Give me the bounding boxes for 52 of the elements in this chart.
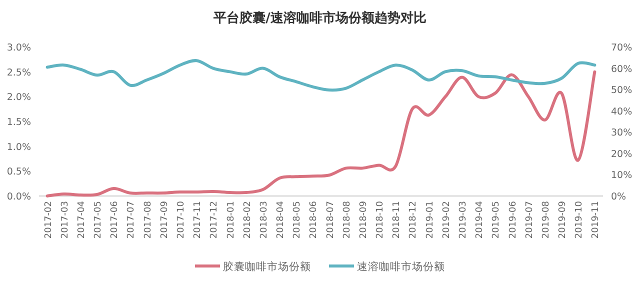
x-tick-label: 2019-05 bbox=[492, 201, 502, 239]
y-tick-label: 0.5% bbox=[6, 166, 31, 178]
x-tick-label: 2019-11 bbox=[591, 201, 602, 239]
y-tick-label: 2.0% bbox=[6, 92, 31, 104]
x-tick-label: 2018-08 bbox=[342, 200, 352, 239]
x-tick-label: 2017-12 bbox=[210, 201, 220, 239]
x-tick-label: 2018-02 bbox=[242, 201, 253, 239]
x-tick-label: 2019-03 bbox=[458, 201, 468, 239]
y-tick-label: 1.0% bbox=[6, 142, 31, 153]
x-tick-label: 2017-06 bbox=[110, 200, 120, 239]
x-tick-label: 2018-03 bbox=[259, 201, 270, 239]
x-tick-label: 2019-02 bbox=[442, 201, 452, 239]
x-tick-label: 2017-07 bbox=[126, 201, 137, 239]
y2-tick-label: 70% bbox=[611, 42, 632, 54]
x-tick-label: 2017-02 bbox=[44, 201, 54, 239]
x-tick-label: 2017-04 bbox=[76, 200, 87, 239]
x-tick-label: 2019-01 bbox=[425, 201, 436, 239]
y-tick-label: 2.5% bbox=[6, 67, 31, 78]
x-tick-label: 2019-06 bbox=[508, 200, 518, 239]
chart-title: 平台胶囊/速溶咖啡市场份额趋势对比 bbox=[212, 10, 426, 26]
y2-tick-label: 30% bbox=[611, 128, 632, 139]
x-tick-label: 2018-11 bbox=[392, 201, 402, 239]
x-tick-label: 2018-07 bbox=[326, 201, 336, 239]
x-tick-label: 2017-03 bbox=[60, 201, 70, 239]
x-tick-label: 2019-04 bbox=[475, 200, 486, 239]
x-tick-label: 2018-10 bbox=[376, 200, 386, 239]
x-tick-label: 2018-01 bbox=[226, 201, 236, 239]
x-tick-label: 2019-09 bbox=[558, 200, 568, 239]
x-tick-label: 2018-05 bbox=[292, 201, 303, 239]
y2-tick-label: 50% bbox=[611, 85, 632, 96]
y-tick-label: 3.0% bbox=[6, 42, 31, 54]
x-tick-label: 2018-12 bbox=[408, 201, 419, 239]
legend-label: 速溶咖啡市场份额 bbox=[357, 260, 445, 273]
y2-tick-label: 10% bbox=[611, 170, 632, 182]
x-tick-label: 2018-04 bbox=[276, 200, 286, 239]
x-tick-label: 2019-10 bbox=[574, 200, 585, 239]
y2-tick-label: 60% bbox=[611, 64, 632, 75]
x-tick-label: 2019-08 bbox=[541, 200, 552, 239]
y-tick-label: 0.0% bbox=[6, 192, 31, 202]
legend-label: 胶囊咖啡市场份额 bbox=[223, 260, 311, 273]
y-tick-label: 1.5% bbox=[6, 117, 31, 128]
x-tick-label: 2019-07 bbox=[524, 201, 535, 239]
y2-tick-label: 20% bbox=[611, 148, 632, 160]
x-tick-label: 2018-09 bbox=[358, 200, 369, 239]
y2-tick-label: 40% bbox=[611, 106, 632, 118]
y2-tick-label: 0% bbox=[611, 192, 626, 202]
x-tick-label: 2017-08 bbox=[143, 200, 154, 239]
x-tick-label: 2017-09 bbox=[160, 200, 170, 239]
x-tick-label: 2018-06 bbox=[309, 200, 320, 239]
x-tick-label: 2017-05 bbox=[94, 201, 104, 239]
x-tick-label: 2017-11 bbox=[193, 201, 204, 239]
x-tick-label: 2017-10 bbox=[176, 200, 186, 239]
